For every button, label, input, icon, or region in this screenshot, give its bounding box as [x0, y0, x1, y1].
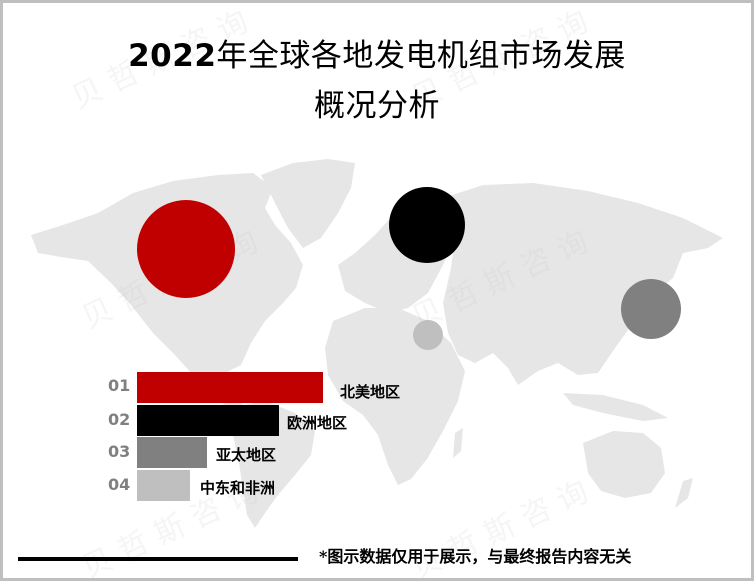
rank-number: 01	[108, 376, 131, 395]
continent-southeast-asia	[563, 393, 668, 421]
rank-number: 03	[108, 442, 131, 461]
bar-label: 北美地区	[340, 383, 401, 401]
rank-number: 04	[108, 475, 131, 494]
title-line-1-text: 年全球各地发电机组市场发展	[216, 38, 626, 74]
footer-divider	[18, 557, 298, 561]
bubble-europe	[389, 187, 465, 263]
continent-asia	[443, 183, 723, 385]
footnote: *图示数据仅用于展示，与最终报告内容无关	[319, 547, 632, 566]
continent-new-zealand	[675, 478, 693, 508]
title-line-2: 概况分析	[314, 88, 440, 124]
title-line-1: 2022年全球各地发电机组市场发展	[3, 31, 751, 81]
bubble-middle-east-africa	[413, 320, 443, 350]
bar-north-america	[137, 372, 323, 403]
continent-australia	[583, 431, 665, 498]
chart-title: 2022年全球各地发电机组市场发展 概况分析	[3, 31, 751, 131]
bar-label: 欧洲地区	[287, 414, 348, 432]
continent-madagascar	[453, 428, 463, 458]
bar-label: 亚太地区	[216, 446, 277, 464]
bar-europe	[137, 405, 279, 436]
bar-middle-east-africa	[137, 470, 190, 501]
title-year: 2022	[128, 38, 217, 74]
continent-greenland	[261, 159, 355, 248]
bar-asia-pacific	[137, 437, 207, 468]
bubble-north-america	[137, 200, 235, 298]
bar-label: 中东和非洲	[200, 479, 276, 497]
continent-africa	[325, 308, 465, 485]
bubble-asia-pacific	[621, 279, 681, 339]
rank-number: 02	[108, 410, 131, 429]
